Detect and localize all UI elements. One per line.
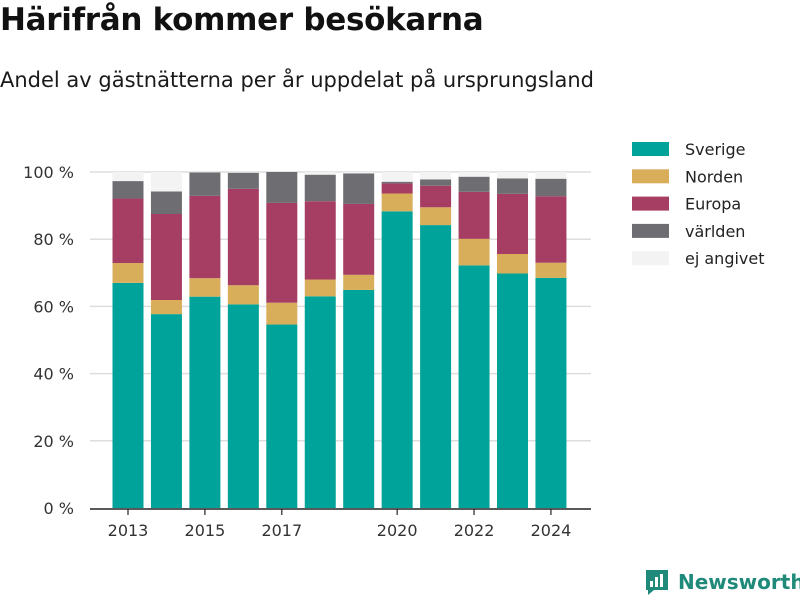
legend-label-ej-angivet: ej angivet <box>685 249 765 268</box>
y-tick-label: 80 % <box>33 230 74 249</box>
bar-segment-Norden-2020 <box>381 193 413 212</box>
bar-segment-ej-angivet-2020 <box>381 172 413 182</box>
bar-segment-världen-2022 <box>458 176 490 192</box>
bar-segment-ej-angivet-2018 <box>304 172 336 175</box>
bar-segment-ej-angivet-2013 <box>112 172 144 182</box>
bar-segment-Sverige-2018 <box>304 296 336 508</box>
y-tick-label: 100 % <box>23 163 74 182</box>
bar-segment-Norden-2018 <box>304 279 336 297</box>
bar-segment-Sverige-2016 <box>227 304 259 508</box>
bar-segment-Norden-2022 <box>458 238 490 266</box>
bar-segment-Europa-2022 <box>458 191 490 239</box>
bar-segment-världen-2013 <box>112 181 144 199</box>
bar-segment-Norden-2016 <box>227 285 259 305</box>
bar-segment-Europa-2024 <box>535 196 567 263</box>
bar-segment-Europa-2014 <box>150 214 182 301</box>
newsworthy-logo: Newsworthy <box>644 568 800 596</box>
chart-subtitle: Andel av gästnätterna per år uppdelat på… <box>0 68 594 92</box>
bar-segment-Europa-2023 <box>497 193 528 254</box>
bar-segment-världen-2014 <box>150 191 182 214</box>
legend-label-Europa: Europa <box>685 195 741 214</box>
bar-segment-världen-2024 <box>535 178 567 197</box>
bar-segment-Europa-2015 <box>189 195 221 279</box>
chart-title: Härifrån kommer besökarna <box>0 2 484 38</box>
y-tick-label: 0 % <box>44 499 74 518</box>
bar-segment-ej-angivet-2014 <box>150 172 182 192</box>
bar-segment-världen-2017 <box>266 172 298 203</box>
bar-segment-Sverige-2021 <box>420 225 452 508</box>
bar-segment-Norden-2015 <box>189 278 221 297</box>
legend-swatch-Europa <box>632 196 669 211</box>
bar-segment-Europa-2019 <box>343 203 375 275</box>
bar-segment-Norden-2024 <box>535 262 567 278</box>
bar-segment-Norden-2013 <box>112 263 144 283</box>
x-tick-label: 2013 <box>108 521 149 540</box>
bar-segment-ej-angivet-2019 <box>343 172 375 174</box>
bar-segment-världen-2020 <box>381 181 413 184</box>
bar-segment-Norden-2023 <box>497 253 528 274</box>
bar-segment-Sverige-2024 <box>535 277 567 508</box>
x-tick-label: 2015 <box>185 521 226 540</box>
bars <box>112 172 567 508</box>
bar-segment-Norden-2017 <box>266 302 298 325</box>
bar-segment-Sverige-2015 <box>189 296 221 508</box>
legend-swatch-Sverige <box>632 142 669 156</box>
bar-segment-världen-2023 <box>497 178 528 194</box>
legend-swatch-ej-angivet <box>632 251 669 266</box>
bar-segment-Norden-2019 <box>343 274 375 290</box>
legend-swatch-Norden <box>632 169 669 184</box>
x-tick-label: 2022 <box>454 521 495 540</box>
bar-segment-Europa-2021 <box>420 185 452 208</box>
legend-label-Sverige: Sverige <box>685 140 746 159</box>
legend-swatch-världen <box>632 223 669 238</box>
bar-segment-Europa-2013 <box>112 198 144 264</box>
bar-segment-världen-2015 <box>189 172 221 196</box>
bar-segment-ej-angivet-2016 <box>227 172 259 173</box>
bar-segment-ej-angivet-2022 <box>458 172 490 177</box>
legend-label-världen: världen <box>685 222 745 241</box>
bar-segment-världen-2016 <box>227 172 259 189</box>
bar-segment-Europa-2018 <box>304 201 336 280</box>
bar-segment-Sverige-2013 <box>112 282 144 508</box>
bar-segment-världen-2018 <box>304 174 336 202</box>
y-tick-label: 20 % <box>33 432 74 451</box>
bar-segment-Norden-2014 <box>150 300 182 315</box>
bar-segment-Sverige-2019 <box>343 289 375 508</box>
bar-segment-Europa-2016 <box>227 188 259 286</box>
bar-segment-världen-2021 <box>420 179 452 186</box>
bar-segment-Norden-2021 <box>420 207 452 226</box>
bar-segment-Europa-2017 <box>266 202 298 303</box>
newsworthy-logo-icon <box>646 570 668 595</box>
bar-segment-Sverige-2014 <box>150 314 182 508</box>
brand-name: Newsworthy <box>678 570 800 594</box>
x-tick-label: 2017 <box>261 521 302 540</box>
x-tick-label: 2020 <box>377 521 418 540</box>
stacked-bar-chart: 0 % 20 % 40 % 60 % 80 % 100 % 2013 2015 2017 2020… <box>23 140 765 540</box>
bar-segment-Sverige-2022 <box>458 265 490 508</box>
bar-segment-ej-angivet-2024 <box>535 172 567 179</box>
bar-segment-Sverige-2020 <box>381 211 413 508</box>
bar-segment-Sverige-2023 <box>497 273 528 508</box>
bar-segment-ej-angivet-2021 <box>420 172 452 180</box>
bar-segment-världen-2019 <box>343 173 375 204</box>
y-tick-label: 60 % <box>33 297 74 316</box>
bar-segment-Europa-2020 <box>381 183 413 194</box>
bar-segment-Sverige-2017 <box>266 324 298 508</box>
x-tick-label: 2024 <box>531 521 572 540</box>
legend: Sverige Norden Europa världen ej angivet <box>632 140 765 268</box>
axes: 0 % 20 % 40 % 60 % 80 % 100 % 2013 2015 2017 2020… <box>23 163 591 540</box>
legend-label-Norden: Norden <box>685 167 743 186</box>
bar-segment-ej-angivet-2023 <box>497 172 528 179</box>
y-tick-label: 40 % <box>33 365 74 384</box>
